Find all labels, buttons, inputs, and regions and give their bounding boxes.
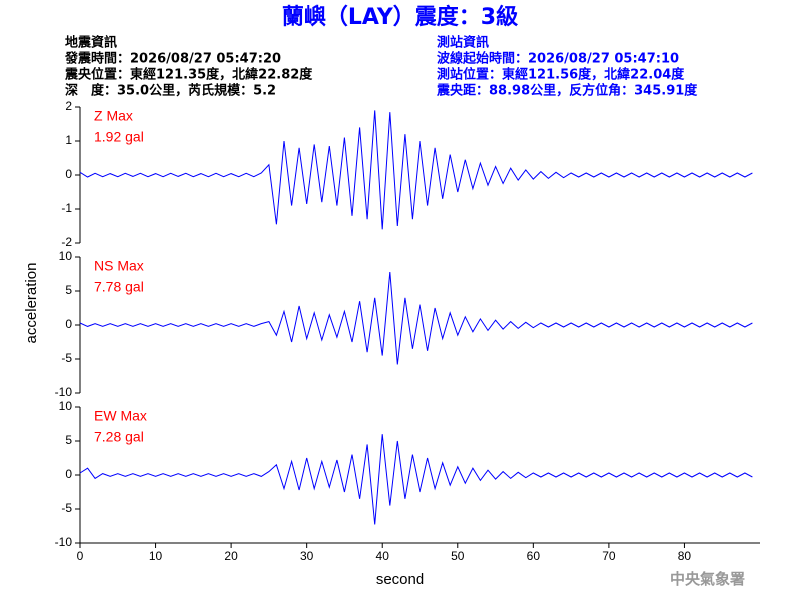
x-tick-label: 60 [527,549,541,563]
station-info: 測站資訊 波線起始時間：2026/08/27 05:47:10 測站位置：東經1… [436,35,698,99]
x-tick-label: 40 [376,549,390,563]
waveform [79,110,753,230]
max-label: 1.92 gal [94,129,144,145]
x-tick-label: 70 [602,549,616,563]
station-info-line: 測站位置：東經121.56度，北緯22.04度 [437,67,685,83]
chart-title: 蘭嶼（LAY）震度：3級 [282,4,518,30]
y-tick-label: 10 [59,249,73,263]
y-tick-label: -5 [61,501,72,515]
waveform [79,272,753,365]
y-tick-label: 0 [65,167,72,181]
channel-label: EW Max [94,408,147,424]
y-tick-label: 2 [65,99,72,113]
quake-info-line: 深 度：35.0公里，芮氏規模：5.2 [65,83,276,99]
channel-label: NS Max [94,258,144,274]
y-tick-label: -1 [61,201,72,215]
x-tick-label: 20 [224,549,238,563]
y-axis-label: acceleration [23,263,40,344]
x-tick-label: 50 [451,549,465,563]
y-tick-label: -5 [61,351,72,365]
x-tick-label: 10 [149,549,163,563]
y-tick-label: -2 [61,235,72,249]
credit: 中央氣象署 [670,570,745,588]
station-info-heading: 測站資訊 [437,35,489,51]
waveform [79,434,753,525]
station-info-line: 波線起始時間：2026/08/27 05:47:10 [437,51,679,67]
quake-info-line: 震央位置：東經121.35度，北緯22.82度 [64,67,313,83]
y-tick-label: 0 [65,467,72,481]
y-tick-label: 5 [65,433,72,447]
x-axis-label: second [376,571,424,588]
quake-info-heading: 地震資訊 [65,35,117,51]
y-tick-label: -10 [55,385,73,399]
max-label: 7.78 gal [94,279,144,295]
max-label: 7.28 gal [94,429,144,445]
x-tick-label: 30 [300,549,314,563]
y-tick-label: 1 [65,133,72,147]
quake-info-line: 發震時間：2026/08/27 05:47:20 [64,51,281,67]
x-tick-label: 0 [77,549,84,563]
x-tick-label: 80 [678,549,692,563]
y-tick-label: -10 [55,535,73,549]
y-tick-label: 10 [59,399,73,413]
channel-label: Z Max [94,108,133,124]
y-tick-label: 0 [65,317,72,331]
y-tick-label: 5 [65,283,72,297]
station-info-line: 震央距：88.98公里，反方位角：345.91度 [436,83,698,99]
quake-info: 地震資訊 發震時間：2026/08/27 05:47:20 震央位置：東經121… [64,35,313,99]
